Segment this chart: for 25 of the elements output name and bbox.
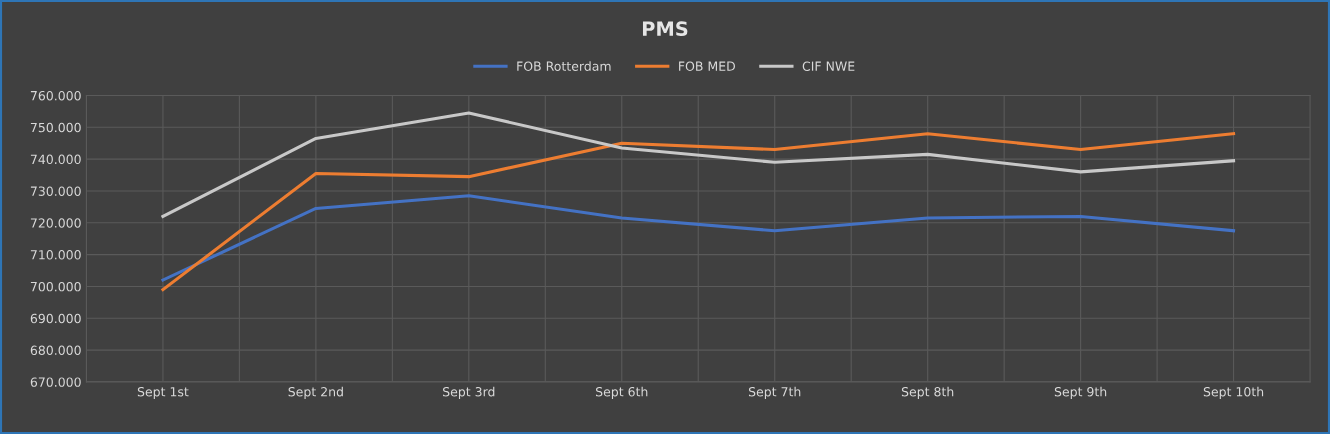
x-tick-label: Sept 2nd — [288, 386, 343, 399]
y-tick-label: 740.000 — [30, 154, 81, 165]
line-series — [161, 111, 1236, 218]
x-tick-label: Sept 7th — [748, 386, 801, 399]
y-tick-label: 730.000 — [30, 186, 81, 196]
chart-title: PMS — [642, 21, 688, 37]
x-tick-label: Sept 1st — [137, 387, 189, 399]
line-series — [161, 194, 1236, 282]
y-tick-label: 720.000 — [30, 218, 81, 228]
x-tick-label: Sept 9th — [1054, 386, 1107, 399]
x-tick-label: Sept 3rd — [443, 386, 495, 399]
y-tick-label: 710.000 — [30, 250, 81, 260]
legend-label: FOB Rotterdam — [517, 61, 611, 71]
x-tick-label: Sept 8th — [901, 386, 954, 399]
y-tick-label: 750.000 — [30, 122, 81, 133]
legend-label: CIF NWE — [802, 61, 855, 71]
x-tick-label: Sept 10th — [1203, 386, 1264, 399]
y-tick-label: 670.000 — [30, 377, 81, 387]
y-tick-label: 700.000 — [30, 281, 81, 292]
y-tick-label: 680.000 — [30, 345, 81, 356]
y-tick-label: 760.000 — [30, 90, 81, 101]
legend-label: FOB MED — [679, 61, 735, 71]
line-series — [161, 132, 1236, 292]
x-tick-label: Sept 6th — [595, 386, 648, 399]
y-tick-label: 690.000 — [30, 313, 81, 324]
